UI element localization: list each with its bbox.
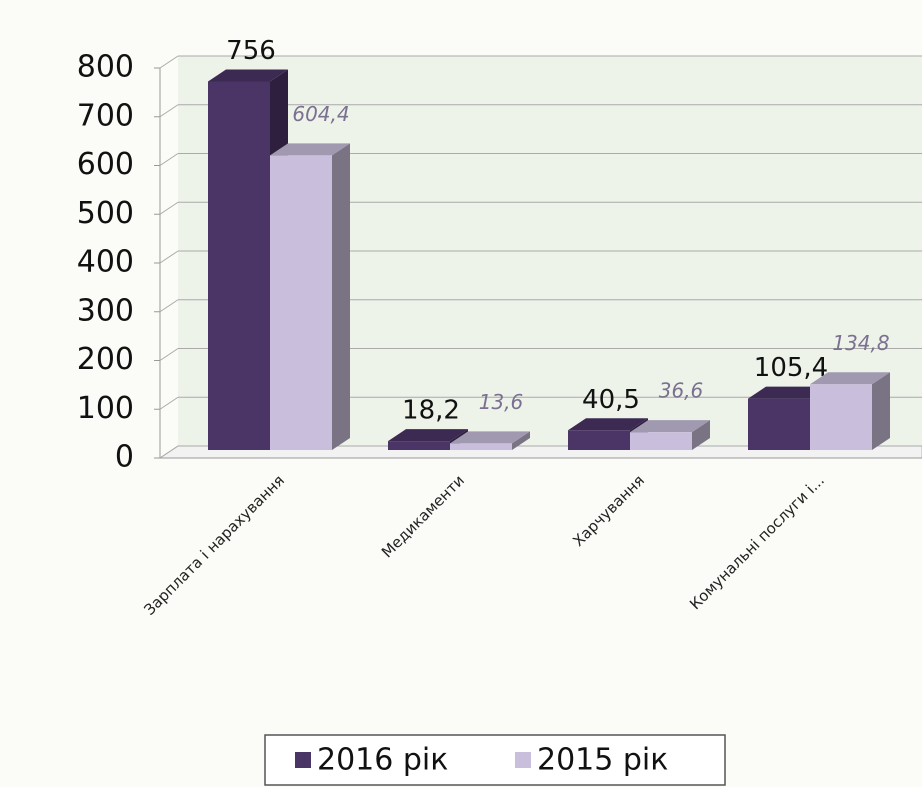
legend-label: 2015 рік (537, 743, 668, 778)
y-tick-label: 400 (77, 245, 134, 280)
value-label: 13,6 (479, 390, 524, 414)
y-tick-label: 0 (115, 440, 134, 475)
y-tick-label: 800 (77, 50, 134, 85)
page: {"chart_data": {"type": "bar3d", "catego… (0, 0, 922, 787)
legend-swatch (295, 752, 311, 768)
value-label: 604,4 (292, 102, 349, 126)
chart: 2016 рік 2015 рік 0 100 200 300 400 500 600 700 8… (0, 0, 922, 787)
bar (270, 155, 332, 450)
y-tick-label: 600 (77, 147, 134, 182)
bar (810, 384, 872, 450)
value-label: 105,4 (754, 353, 828, 383)
value-label: 40,5 (582, 385, 640, 415)
value-label: 134,8 (832, 331, 889, 355)
bar (208, 81, 270, 450)
bar (748, 399, 810, 450)
legend: 2016 рік 2015 рік (265, 735, 725, 785)
y-tick-label: 100 (77, 391, 134, 426)
legend-swatch (515, 752, 531, 768)
value-label: 36,6 (659, 379, 704, 403)
bar (450, 443, 512, 450)
value-label: 18,2 (402, 396, 460, 426)
y-tick-label: 300 (77, 293, 134, 328)
y-tick-label: 200 (77, 342, 134, 377)
bar (388, 441, 450, 450)
legend-label: 2016 рік (317, 743, 448, 778)
bar-side (872, 372, 890, 450)
bar (568, 430, 630, 450)
bar (630, 432, 692, 450)
y-tick-label: 700 (77, 98, 134, 133)
y-tick-label: 500 (77, 196, 134, 231)
value-label: 756 (226, 36, 276, 66)
bar-side (332, 143, 350, 450)
